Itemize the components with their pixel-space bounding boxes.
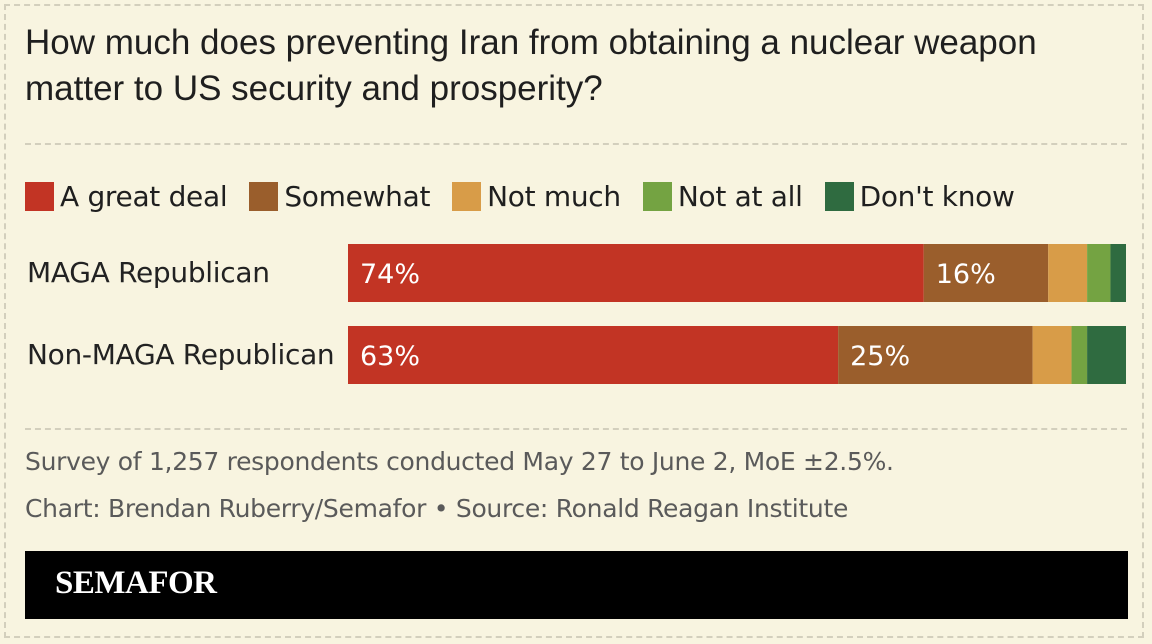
bar-data-label: 74% <box>360 259 420 290</box>
row-label-non-maga: Non-MAGA Republican <box>27 338 335 371</box>
bar-segment <box>1048 244 1088 302</box>
bar-segment <box>1087 326 1126 384</box>
legend-swatch <box>824 181 854 211</box>
bar-segment <box>348 244 924 302</box>
semafor-logo: SEMAFOR <box>55 565 217 601</box>
legend-item-0: A great deal <box>25 179 228 213</box>
legend-swatch <box>642 181 672 211</box>
bar-data-label: 25% <box>850 341 910 372</box>
survey-note: Survey of 1,257 respondents conducted Ma… <box>25 447 894 476</box>
bar-segment <box>1071 326 1088 384</box>
legend-label: Somewhat <box>284 179 431 213</box>
bar-segment <box>1110 244 1126 302</box>
legend-item-2: Not much <box>452 180 621 213</box>
bar-segment <box>1032 326 1072 384</box>
bar-segment <box>348 326 839 384</box>
bar-data-label: 16% <box>936 259 996 290</box>
legend-item-4: Don't know <box>824 179 1015 213</box>
bar-segment <box>1087 244 1111 302</box>
legend-swatch <box>25 181 54 211</box>
legend-label: Not much <box>487 179 621 213</box>
brand-bar: SEMAFOR <box>25 551 1128 619</box>
chart-title: How much does preventing Iran from obtai… <box>25 23 1037 108</box>
divider-top <box>25 143 1127 145</box>
bar-segment <box>923 244 1049 302</box>
chart-frame <box>4 4 1144 638</box>
legend-item-3: Not at all <box>642 179 803 213</box>
bar-data-label: 63% <box>360 341 420 372</box>
legend-label: A great deal <box>60 179 228 213</box>
bar-segment <box>838 326 1033 384</box>
row-label-maga: MAGA Republican <box>27 256 270 289</box>
chart-credit: Chart: Brendan Ruberry/Semafor • Source:… <box>25 494 849 523</box>
legend-label: Not at all <box>677 179 803 213</box>
divider-bottom <box>25 428 1127 430</box>
legend-label: Don't know <box>859 179 1015 213</box>
chart-legend: A great deal Somewhat Not much Not at all Do… <box>25 178 1037 214</box>
legend-swatch <box>452 181 482 211</box>
legend-item-1: Somewhat <box>249 180 430 213</box>
legend-swatch <box>249 181 279 211</box>
